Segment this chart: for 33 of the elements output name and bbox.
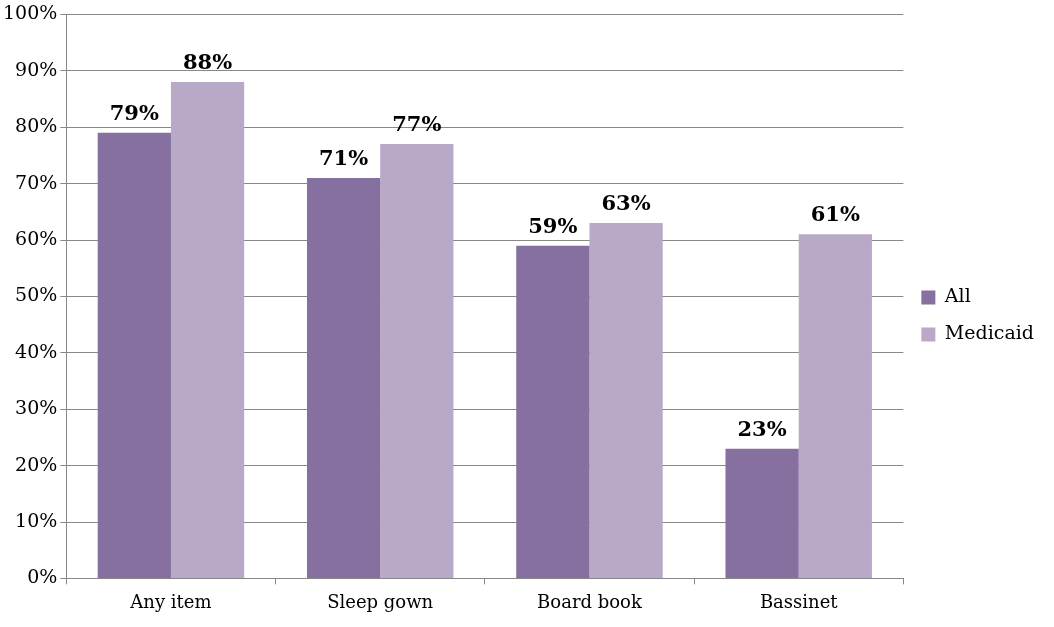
bar [516, 245, 590, 578]
y-tick-label: 20% [15, 452, 58, 475]
bar [380, 144, 454, 578]
bar [97, 132, 171, 578]
y-tick-label: 40% [15, 339, 58, 362]
y-tick-label: 100% [2, 1, 58, 24]
x-tick-label: Sleep gown [327, 590, 434, 612]
y-tick-label: 80% [15, 114, 58, 137]
data-label: 59% [528, 212, 578, 238]
data-label: 88% [182, 49, 233, 75]
y-tick-label: 0% [27, 565, 58, 588]
data-label: 61% [810, 201, 860, 227]
x-tick-label: Bassinet [759, 590, 839, 612]
y-tick-label: 90% [15, 57, 58, 80]
legend-label: Medicaid [944, 321, 1035, 344]
bar [306, 177, 381, 578]
legend-label: All [943, 284, 971, 307]
y-tick-label: 30% [15, 396, 58, 419]
data-label: 79% [109, 99, 159, 125]
data-label: 77% [392, 111, 442, 137]
bar [170, 82, 245, 578]
y-tick-label: 50% [15, 283, 58, 306]
y-tick-label: 60% [15, 226, 58, 249]
x-tick-label: Any item [129, 590, 212, 612]
data-label: 23% [737, 415, 787, 441]
data-label: 71% [318, 144, 369, 170]
y-tick-label: 10% [15, 508, 58, 531]
bar [798, 234, 872, 578]
data-label: 63% [601, 190, 651, 216]
bar [725, 448, 799, 578]
y-tick-label: 70% [15, 170, 58, 193]
x-tick-label: Board book [537, 590, 643, 612]
bar [589, 223, 663, 578]
